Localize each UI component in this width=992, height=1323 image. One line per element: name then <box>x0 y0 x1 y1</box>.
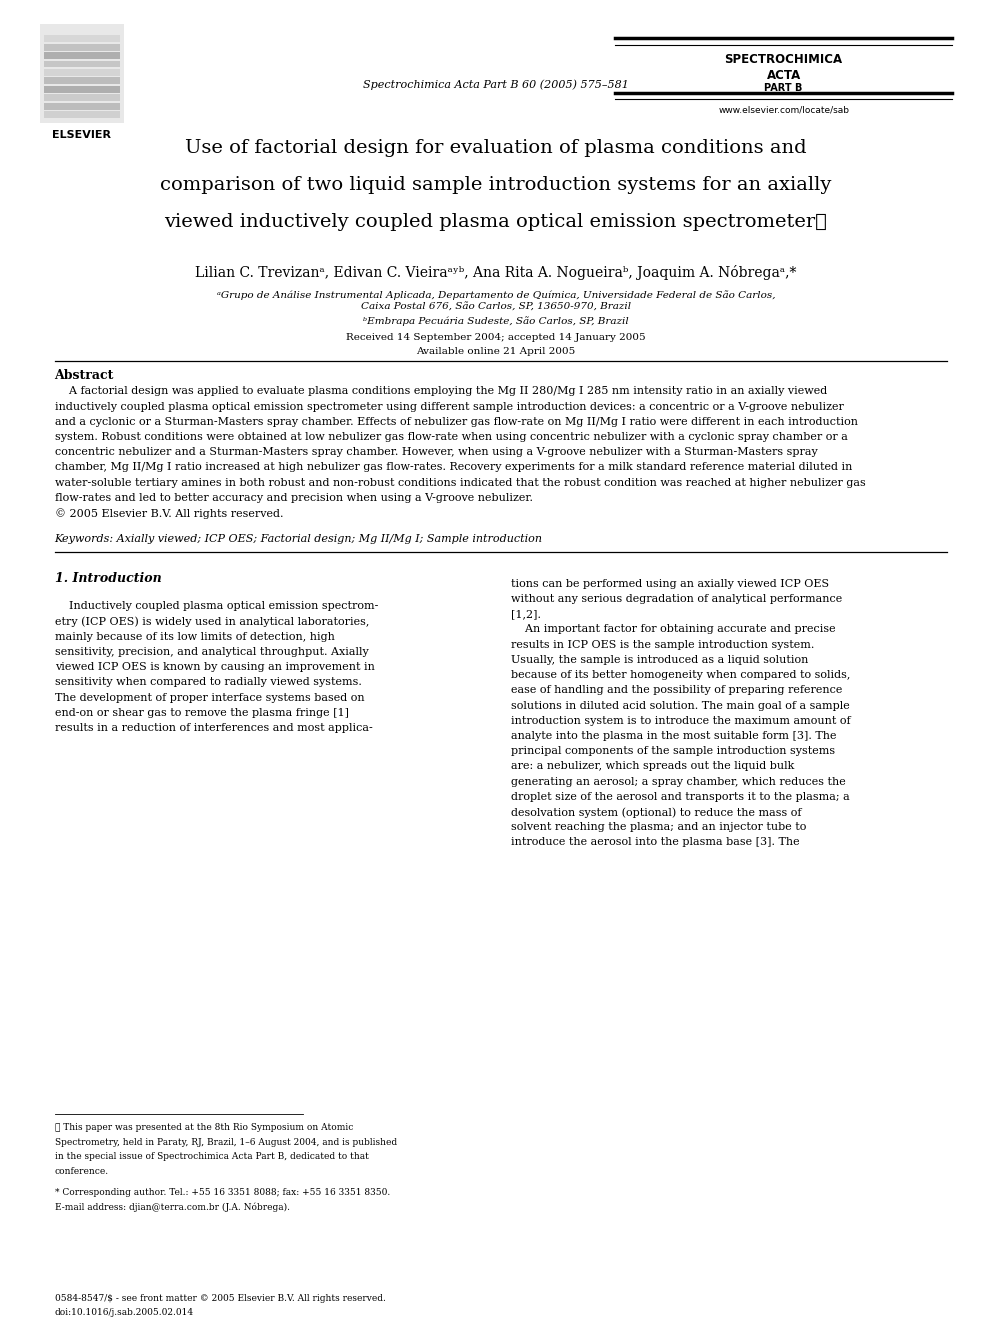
Text: inductively coupled plasma optical emission spectrometer using different sample : inductively coupled plasma optical emiss… <box>55 402 843 411</box>
Text: Caixa Postal 676, São Carlos, SP, 13650-970, Brazil: Caixa Postal 676, São Carlos, SP, 13650-… <box>361 303 631 312</box>
Text: solvent reaching the plasma; and an injector tube to: solvent reaching the plasma; and an inje… <box>511 823 806 832</box>
Text: A factorial design was applied to evaluate plasma conditions employing the Mg II: A factorial design was applied to evalua… <box>55 386 826 397</box>
Bar <box>44 111 120 118</box>
Text: Spectrochimica Acta Part B 60 (2005) 575–581: Spectrochimica Acta Part B 60 (2005) 575… <box>363 79 629 90</box>
Text: principal components of the sample introduction systems: principal components of the sample intro… <box>511 746 835 757</box>
Text: without any serious degradation of analytical performance: without any serious degradation of analy… <box>511 594 842 605</box>
Text: Use of factorial design for evaluation of plasma conditions and: Use of factorial design for evaluation o… <box>186 139 806 157</box>
Text: An important factor for obtaining accurate and precise: An important factor for obtaining accura… <box>511 624 835 635</box>
Text: results in a reduction of interferences and most applica-: results in a reduction of interferences … <box>55 724 372 733</box>
Bar <box>44 77 120 85</box>
Text: * Corresponding author. Tel.: +55 16 3351 8088; fax: +55 16 3351 8350.: * Corresponding author. Tel.: +55 16 335… <box>55 1188 390 1197</box>
Text: desolvation system (optional) to reduce the mass of: desolvation system (optional) to reduce … <box>511 807 802 818</box>
Text: Abstract: Abstract <box>55 369 114 382</box>
Bar <box>44 69 120 75</box>
Bar <box>44 103 120 110</box>
Text: Inductively coupled plasma optical emission spectrom-: Inductively coupled plasma optical emiss… <box>55 602 378 611</box>
Text: etry (ICP OES) is widely used in analytical laboratories,: etry (ICP OES) is widely used in analyti… <box>55 617 369 627</box>
Text: introduction system is to introduce the maximum amount of: introduction system is to introduce the … <box>511 716 850 726</box>
Text: Available online 21 April 2005: Available online 21 April 2005 <box>417 347 575 356</box>
Text: chamber, Mg II/Mg I ratio increased at high nebulizer gas flow-rates. Recovery e: chamber, Mg II/Mg I ratio increased at h… <box>55 463 852 472</box>
Bar <box>44 61 120 67</box>
Text: ᵇEmbrapa Pecuária Sudeste, São Carlos, SP, Brazil: ᵇEmbrapa Pecuária Sudeste, São Carlos, S… <box>363 316 629 325</box>
Text: Keywords: Axially viewed; ICP OES; Factorial design; Mg II/Mg I; Sample introduc: Keywords: Axially viewed; ICP OES; Facto… <box>55 534 543 544</box>
Text: water-soluble tertiary amines in both robust and non-robust conditions indicated: water-soluble tertiary amines in both ro… <box>55 478 865 488</box>
Text: 1. Introduction: 1. Introduction <box>55 573 162 585</box>
Text: 0584-8547/$ - see front matter © 2005 Elsevier B.V. All rights reserved.: 0584-8547/$ - see front matter © 2005 El… <box>55 1294 386 1303</box>
Text: and a cyclonic or a Sturman-Masters spray chamber. Effects of nebulizer gas flow: and a cyclonic or a Sturman-Masters spra… <box>55 417 857 427</box>
Text: comparison of two liquid sample introduction systems for an axially: comparison of two liquid sample introduc… <box>161 176 831 194</box>
Text: www.elsevier.com/locate/sab: www.elsevier.com/locate/sab <box>718 106 849 115</box>
Text: Lilian C. Trevizanᵃ, Edivan C. Vieiraᵃʸᵇ, Ana Rita A. Nogueiraᵇ, Joaquim A. Nóbr: Lilian C. Trevizanᵃ, Edivan C. Vieiraᵃʸᵇ… <box>195 265 797 279</box>
Text: Received 14 September 2004; accepted 14 January 2005: Received 14 September 2004; accepted 14 … <box>346 333 646 343</box>
Text: ᵃGrupo de Análise Instrumental Aplicada, Departamento de Química, Universidade F: ᵃGrupo de Análise Instrumental Aplicada,… <box>216 290 776 299</box>
Text: flow-rates and led to better accuracy and precision when using a V-groove nebuli: flow-rates and led to better accuracy an… <box>55 493 533 503</box>
Bar <box>44 86 120 93</box>
Bar <box>44 36 120 42</box>
Text: [1,2].: [1,2]. <box>511 610 541 619</box>
Text: ACTA: ACTA <box>767 69 801 82</box>
Text: ease of handling and the possibility of preparing reference: ease of handling and the possibility of … <box>511 685 842 696</box>
Text: SPECTROCHIMICA: SPECTROCHIMICA <box>724 53 843 66</box>
Text: ELSEVIER: ELSEVIER <box>53 130 111 140</box>
Text: tions can be performed using an axially viewed ICP OES: tions can be performed using an axially … <box>511 579 829 589</box>
Text: system. Robust conditions were obtained at low nebulizer gas flow-rate when usin: system. Robust conditions were obtained … <box>55 431 847 442</box>
Text: end-on or shear gas to remove the plasma fringe [1]: end-on or shear gas to remove the plasma… <box>55 708 348 718</box>
Text: viewed inductively coupled plasma optical emission spectrometer☆: viewed inductively coupled plasma optica… <box>165 213 827 232</box>
Text: E-mail address: djian@terra.com.br (J.A. Nóbrega).: E-mail address: djian@terra.com.br (J.A.… <box>55 1203 290 1212</box>
Text: viewed ICP OES is known by causing an improvement in: viewed ICP OES is known by causing an im… <box>55 663 374 672</box>
Bar <box>44 94 120 101</box>
Text: introduce the aerosol into the plasma base [3]. The: introduce the aerosol into the plasma ba… <box>511 837 800 848</box>
Bar <box>40 24 124 123</box>
Text: sensitivity when compared to radially viewed systems.: sensitivity when compared to radially vi… <box>55 677 361 688</box>
Text: because of its better homogeneity when compared to solids,: because of its better homogeneity when c… <box>511 671 850 680</box>
Text: analyte into the plasma in the most suitable form [3]. The: analyte into the plasma in the most suit… <box>511 730 836 741</box>
Text: The development of proper interface systems based on: The development of proper interface syst… <box>55 693 364 703</box>
Text: mainly because of its low limits of detection, high: mainly because of its low limits of dete… <box>55 632 334 642</box>
Bar <box>44 44 120 50</box>
Text: in the special issue of Spectrochimica Acta Part B, dedicated to that: in the special issue of Spectrochimica A… <box>55 1152 368 1162</box>
Text: are: a nebulizer, which spreads out the liquid bulk: are: a nebulizer, which spreads out the … <box>511 762 795 771</box>
Text: sensitivity, precision, and analytical throughput. Axially: sensitivity, precision, and analytical t… <box>55 647 368 658</box>
Text: PART B: PART B <box>765 83 803 94</box>
Text: Usually, the sample is introduced as a liquid solution: Usually, the sample is introduced as a l… <box>511 655 808 665</box>
Text: doi:10.1016/j.sab.2005.02.014: doi:10.1016/j.sab.2005.02.014 <box>55 1308 193 1318</box>
Text: Spectrometry, held in Paraty, RJ, Brazil, 1–6 August 2004, and is published: Spectrometry, held in Paraty, RJ, Brazil… <box>55 1138 397 1147</box>
Text: ☆ This paper was presented at the 8th Rio Symposium on Atomic: ☆ This paper was presented at the 8th Ri… <box>55 1123 353 1132</box>
Bar <box>44 52 120 60</box>
Text: generating an aerosol; a spray chamber, which reduces the: generating an aerosol; a spray chamber, … <box>511 777 845 787</box>
Text: droplet size of the aerosol and transports it to the plasma; a: droplet size of the aerosol and transpor… <box>511 791 849 802</box>
Text: conference.: conference. <box>55 1167 109 1176</box>
Text: solutions in diluted acid solution. The main goal of a sample: solutions in diluted acid solution. The … <box>511 701 849 710</box>
Text: results in ICP OES is the sample introduction system.: results in ICP OES is the sample introdu… <box>511 640 814 650</box>
Text: concentric nebulizer and a Sturman-Masters spray chamber. However, when using a : concentric nebulizer and a Sturman-Maste… <box>55 447 817 458</box>
Text: © 2005 Elsevier B.V. All rights reserved.: © 2005 Elsevier B.V. All rights reserved… <box>55 508 283 519</box>
